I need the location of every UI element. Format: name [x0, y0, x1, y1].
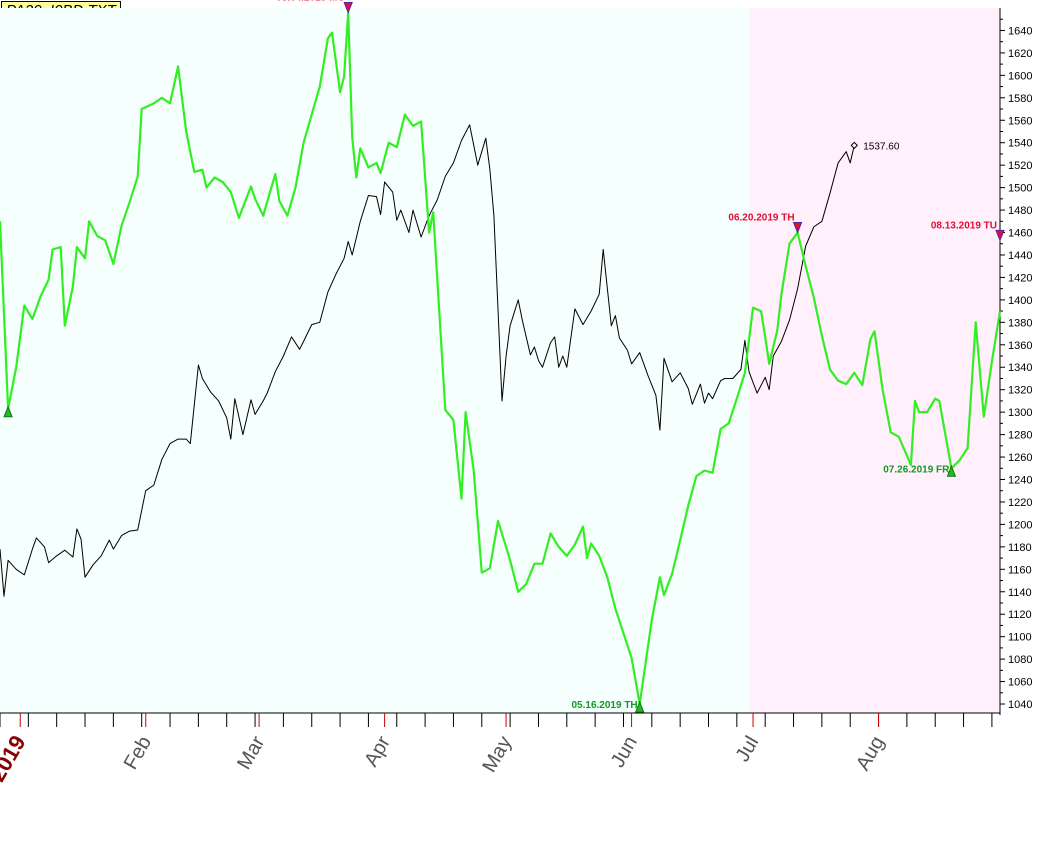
y-tick-label: 1040 [1008, 699, 1032, 711]
signal-top-label: 06.20.2019 TH [728, 213, 794, 224]
shaded-periods [0, 8, 1000, 713]
last-value-marker [850, 141, 858, 150]
y-tick-label: 1080 [1008, 654, 1032, 666]
series-line-2 [0, 11, 1002, 706]
shaded-period-2 [748, 8, 1000, 713]
y-tick-label: 1320 [1008, 385, 1032, 397]
y-tick-label: 1100 [1008, 632, 1032, 644]
x-tick-label-may: May [478, 733, 516, 777]
signal-top-label: 03.04.2019 MO [276, 0, 345, 3]
y-tick-label: 1540 [1008, 138, 1032, 150]
series-line-1 [0, 124, 855, 597]
signal-top-marker [995, 229, 1005, 242]
y-tick-label: 1360 [1008, 340, 1032, 352]
y-tick-label: 1420 [1008, 272, 1032, 284]
signal-bottom-label: 07.26.2019 FR [883, 464, 950, 475]
x-tick-label-mar: Mar [233, 732, 269, 773]
signal-bottom-marker [946, 464, 957, 477]
y-tick-label: 1380 [1008, 317, 1032, 329]
last-value-label: 1537.60 [863, 141, 900, 152]
signal-top-marker [792, 222, 803, 234]
y-tick-label: 1160 [1008, 564, 1032, 576]
y-tick-label: 1580 [1008, 93, 1032, 105]
y-tick-label: 1220 [1008, 497, 1032, 509]
y-tick-label: 1260 [1008, 452, 1032, 464]
shaded-period-1 [0, 8, 749, 713]
x-tick-label-2019: 2019 [0, 731, 31, 786]
y-tick-label: 1120 [1008, 609, 1032, 621]
signal-top-marker [343, 1, 353, 14]
x-tick-label-jul: Jul [732, 733, 764, 766]
y-tick-label: 1300 [1008, 407, 1032, 419]
y-tick-label: 1140 [1008, 587, 1032, 599]
y-tick-label: 1620 [1008, 48, 1032, 60]
x-tick-label-jun: Jun [607, 733, 642, 772]
x-tick-label-feb: Feb [120, 733, 156, 774]
y-tick-label: 1560 [1008, 115, 1032, 127]
y-tick-label: 1500 [1008, 183, 1032, 195]
y-tick-label: 1460 [1008, 228, 1032, 240]
signal-bottom-label: 05.16.2019 TH [572, 700, 638, 711]
y-tick-label: 1200 [1008, 519, 1032, 531]
series-lines: 1537.60 [0, 11, 1002, 706]
y-tick-label: 1340 [1008, 362, 1032, 374]
y-tick-label: 1600 [1008, 70, 1032, 82]
y-tick-label: 1060 [1008, 677, 1032, 689]
y-tick-label: 1280 [1008, 430, 1032, 442]
x-tick-label-aug: Aug [852, 733, 889, 775]
axes: 1040 1060 1080 1100 1120 1140 1160 1180 1200 1220… [0, 8, 1032, 786]
x-tick-label-apr: Apr [360, 732, 395, 770]
signal-bottom-marker [3, 405, 13, 418]
y-tick-label: 1440 [1008, 250, 1032, 262]
y-tick-label: 1400 [1008, 295, 1032, 307]
y-tick-label: 1640 [1008, 25, 1032, 37]
y-tick-label: 1480 [1008, 205, 1032, 217]
signal-bottom-marker [634, 700, 645, 713]
y-tick-label: 1180 [1008, 542, 1032, 554]
signal-top-label: 08.13.2019 TU [931, 220, 997, 231]
y-tick-label: 1520 [1008, 160, 1032, 172]
signal-markers: 03.04.2019 MO 06.20.2019 TH 08.13.2019 TU 0… [3, 0, 1005, 713]
y-tick-label: 1240 [1008, 474, 1032, 486]
